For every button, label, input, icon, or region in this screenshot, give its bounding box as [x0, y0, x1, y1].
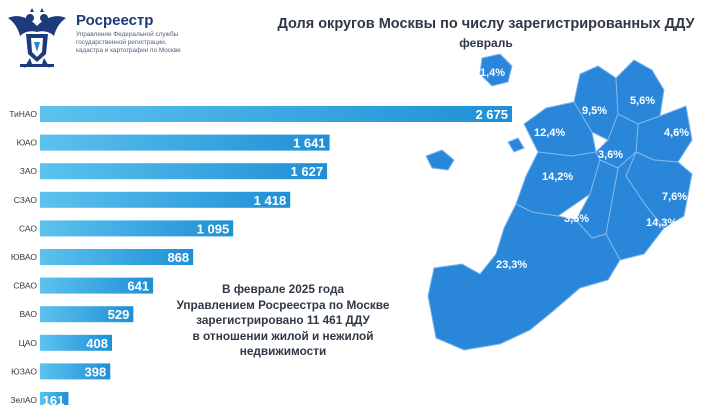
map-district-svao [615, 59, 665, 125]
bar [40, 306, 134, 323]
bar-value-label: 868 [167, 250, 189, 265]
map-share-label: 4,6% [664, 127, 689, 139]
organization-description-line: Управление Федеральной службы [76, 31, 179, 38]
organization-description-line: государственной регистрации, [76, 39, 167, 46]
map-share-label: 1,4% [480, 67, 505, 79]
category-label: ЮЗАО [11, 366, 37, 376]
category-label: ВАО [20, 309, 38, 319]
bar-value-label: 408 [86, 336, 108, 351]
category-label: ЦАО [19, 338, 38, 348]
category-label: ТиНАО [9, 109, 37, 119]
bar [40, 277, 154, 294]
bar-value-label: 1 095 [197, 221, 230, 236]
organization-name: Росреестр [76, 12, 154, 29]
organization-block: Росреестр Управление Федеральной службы … [76, 12, 216, 55]
rosreestr-logo-icon [8, 8, 66, 68]
bar-value-label: 161 [43, 393, 65, 405]
category-label: СВАО [13, 281, 37, 291]
category-label: САО [19, 223, 37, 233]
map-share-label: 3,6% [598, 149, 623, 161]
bar-chart: ТиНАО 2 675 ЮАО 1 641 ЗАО 1 627 СЗАО 1 418 САО 1 … [9, 106, 512, 405]
map-share-label: 23,3% [496, 259, 527, 271]
bar-value-label: 1 641 [293, 136, 326, 151]
info-text: В феврале 2025 года Управлением Росреест… [176, 282, 390, 358]
bar-value-label: 641 [127, 279, 149, 294]
bar [40, 106, 512, 122]
map-district-tinao [427, 203, 621, 351]
bar-value-label: 2 675 [475, 107, 508, 122]
bar [40, 334, 112, 351]
map-share-label: 12,4% [534, 127, 565, 139]
bar-value-label: 529 [108, 307, 130, 322]
chart-title: Доля округов Москвы по числу зарегистрир… [277, 16, 695, 32]
bar [40, 392, 69, 405]
bar-value-label: 1 627 [291, 164, 324, 179]
category-label: ЗелАО [10, 395, 37, 405]
bar [40, 220, 234, 237]
map-district-zelao [479, 53, 513, 87]
category-label: ЗАО [20, 166, 38, 176]
map-district-isolated-area [507, 137, 525, 153]
map-district-isolated-area [425, 149, 455, 171]
bar-value-label: 398 [85, 364, 107, 379]
organization-description-line: кадастра и картографии по Москве [76, 47, 181, 54]
bar [40, 191, 291, 208]
map-share-label: 3,5% [564, 213, 589, 225]
moscow-districts-map: 1,4% 12,4% 9,5% 5,6% 4,6% 3,6% 14,2% 7,6% 14,3% 3… [425, 53, 693, 351]
bar [40, 363, 111, 380]
bar [40, 249, 194, 265]
bar-value-label: 1 418 [254, 193, 287, 208]
map-share-label: 14,2% [542, 171, 573, 183]
map-share-label: 14,3% [646, 217, 677, 229]
bar [40, 134, 330, 151]
category-label: СЗАО [14, 195, 38, 205]
bar [40, 163, 328, 180]
map-district-zao [515, 151, 601, 217]
category-label: ЮВАО [11, 252, 37, 262]
map-share-label: 7,6% [662, 191, 687, 203]
map-share-label: 9,5% [582, 105, 607, 117]
map-share-label: 5,6% [630, 95, 655, 107]
chart-subtitle: февраль [459, 36, 513, 50]
category-label: ЮАО [17, 138, 38, 148]
